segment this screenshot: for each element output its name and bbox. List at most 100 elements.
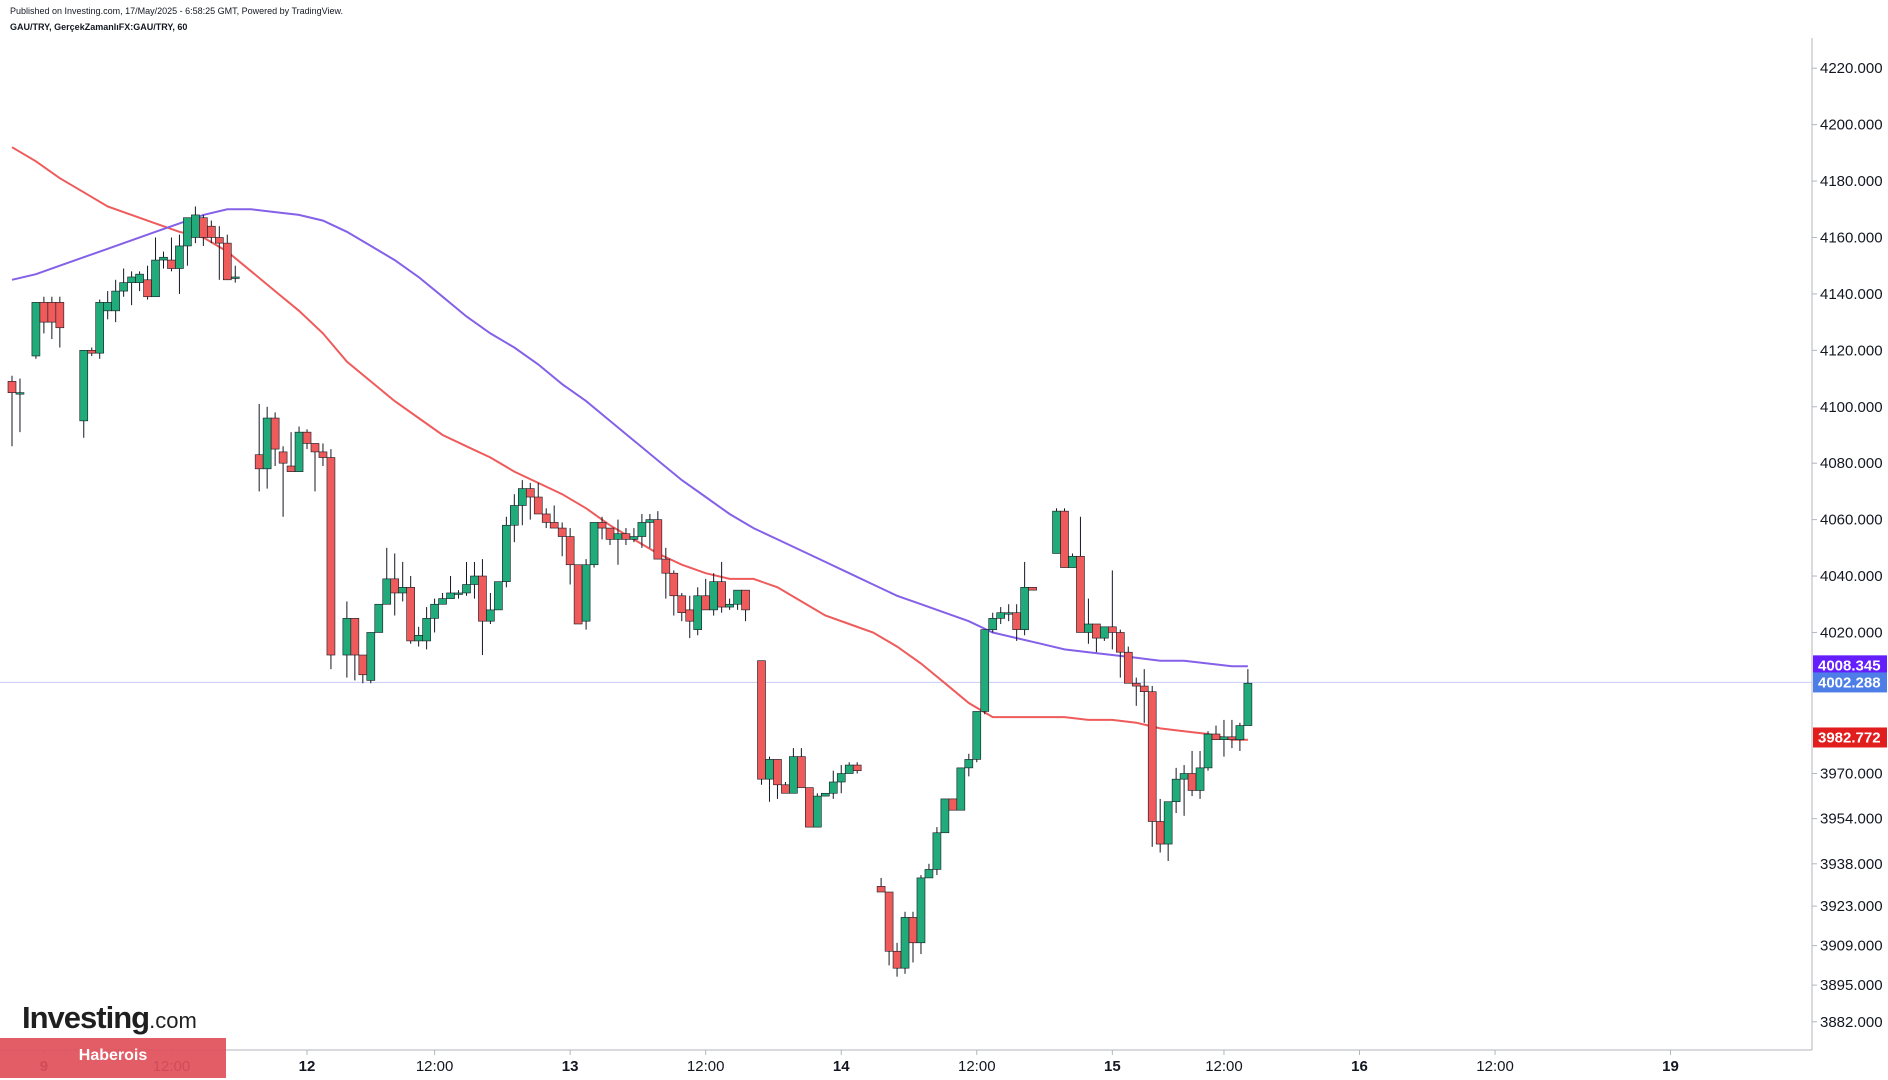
candle-down <box>565 528 575 585</box>
candle-down <box>39 296 49 334</box>
candle-up <box>1171 767 1181 814</box>
candle-body <box>1012 612 1021 630</box>
candle-up <box>1243 669 1253 726</box>
candle-down <box>1028 587 1037 591</box>
candle-body <box>230 276 240 279</box>
candle-body <box>557 527 567 537</box>
candle-up <box>79 350 89 438</box>
candle-body <box>1235 725 1245 740</box>
candle-body <box>964 759 974 769</box>
candle-down <box>270 412 280 467</box>
candle-body <box>669 572 679 597</box>
candle-down <box>597 516 607 540</box>
candle-body <box>1203 733 1213 769</box>
price-tick-label: 3923.000 <box>1820 898 1883 915</box>
candle-body <box>462 584 471 594</box>
candle-up <box>510 494 519 543</box>
candle-down <box>318 443 328 467</box>
candle-body <box>972 711 982 760</box>
candle-body <box>135 273 144 283</box>
candle-up <box>916 875 926 955</box>
candle-body <box>302 431 312 444</box>
candle-body <box>1068 555 1077 568</box>
candle-body <box>996 612 1006 619</box>
logo-suffix: .com <box>149 1008 197 1033</box>
price-tick-label: 4140.000 <box>1820 286 1883 303</box>
candle-up <box>589 522 599 568</box>
candle-body <box>948 798 958 811</box>
candle-down <box>533 482 543 515</box>
candle-body <box>191 214 200 238</box>
candle-down <box>55 296 65 348</box>
candle-body <box>1028 587 1037 591</box>
candle-body <box>573 564 583 625</box>
candle-body <box>813 795 822 828</box>
candle-up <box>366 632 376 684</box>
candle-body <box>270 417 280 450</box>
candle-body <box>183 217 192 247</box>
candle-down <box>908 911 918 963</box>
candle-body <box>1171 778 1181 803</box>
price-tick-label: 4200.000 <box>1820 117 1883 134</box>
candle-body <box>677 595 687 614</box>
candle-up <box>980 629 990 715</box>
candle-body <box>1020 587 1029 630</box>
symbol-title: GAU/TRY, GerçekZamanlıFX:GAU/TRY, 60 <box>10 22 188 32</box>
ma-fast-last-label: 3982.772 <box>1818 729 1881 746</box>
candle-up <box>135 271 144 292</box>
candle-body <box>1100 626 1109 639</box>
candle-body <box>406 587 415 642</box>
time-tick-label: 12 <box>299 1058 316 1075</box>
candle-up <box>629 528 639 543</box>
candle-up <box>1203 731 1213 771</box>
candle-up <box>932 827 942 876</box>
candle-body <box>820 792 830 797</box>
candle-up <box>828 770 838 799</box>
candle-body <box>350 618 360 656</box>
candle-body <box>1052 510 1061 554</box>
ma_slow-line <box>11 208 1248 668</box>
candle-body <box>199 217 208 238</box>
candle-up <box>1235 722 1245 751</box>
price-tick-label: 3909.000 <box>1820 938 1883 955</box>
candle-body <box>294 431 304 472</box>
candle-up <box>374 603 384 633</box>
candle-down <box>7 375 17 447</box>
candle-body <box>103 302 112 312</box>
candle-body <box>988 618 998 630</box>
candle-down <box>549 505 559 529</box>
candle-down <box>406 576 415 644</box>
candle-down <box>1076 516 1085 633</box>
ma-slow-last-label-box <box>1813 655 1887 676</box>
candle-down <box>852 762 862 774</box>
candle-body <box>757 660 766 780</box>
candle-down <box>207 220 216 244</box>
candle-body <box>1108 626 1117 633</box>
candle-body <box>31 302 41 357</box>
candles <box>7 206 1253 977</box>
candle-body <box>510 505 519 526</box>
price-tick-label: 4020.000 <box>1820 624 1883 641</box>
candle-down <box>1155 798 1165 853</box>
candle-down <box>199 214 208 246</box>
candle-body <box>175 245 184 269</box>
candle-body <box>549 522 559 529</box>
candle-body <box>278 451 288 464</box>
candle-down <box>167 237 176 272</box>
candle-body <box>685 609 695 622</box>
candle-up <box>725 598 734 610</box>
candle-down <box>478 559 487 656</box>
candle-up <box>502 516 511 588</box>
candle-body <box>159 256 168 261</box>
time-tick-label: 19 <box>1662 1058 1679 1075</box>
candle-down <box>1123 646 1133 684</box>
candle-down <box>1131 677 1141 706</box>
logo-brand: Investing <box>22 1000 150 1035</box>
candle-body <box>1187 773 1197 791</box>
candle-up <box>1052 508 1061 554</box>
candle-body <box>884 891 894 952</box>
price-tick-label: 4180.000 <box>1820 173 1883 190</box>
candle-down <box>1227 719 1237 749</box>
price-tick-label: 4120.000 <box>1820 342 1883 359</box>
time-tick-label: 12:00 <box>1205 1058 1243 1075</box>
